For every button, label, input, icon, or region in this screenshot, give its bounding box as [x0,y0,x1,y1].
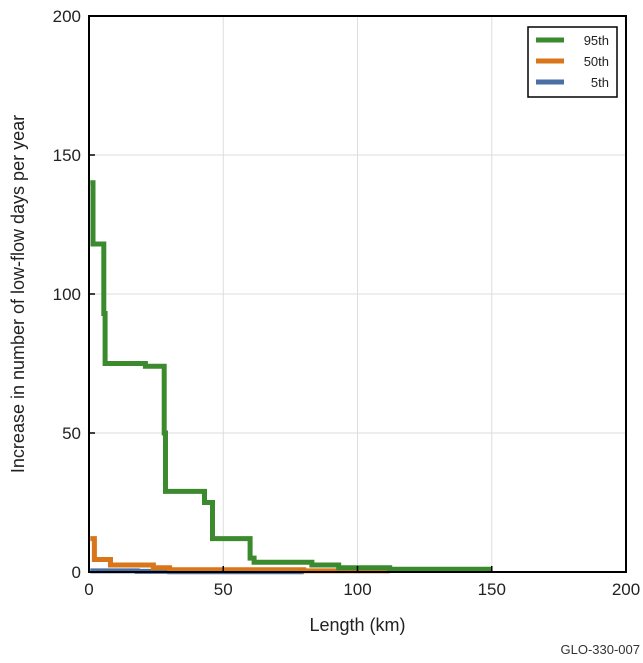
legend-label-95th: 95th [584,33,609,48]
series-line-50th [90,536,390,574]
series-layer [90,180,492,575]
x-tick-label: 200 [612,580,640,599]
series-line-95th [90,180,492,572]
y-tick-label: 100 [53,285,81,304]
legend: 95th 50th 5th [527,26,618,98]
figure-id: GLO-330-007 [561,642,641,657]
x-axis-label: Length (km) [309,615,405,635]
y-tick-label: 50 [62,424,81,443]
y-axis-label: Increase in number of low-flow days per … [8,115,28,473]
x-tick-label: 100 [343,580,371,599]
y-tick-label: 0 [72,563,81,582]
x-tick-label: 0 [84,580,93,599]
ticks: 0 50 100 150 200 0 50 100 150 200 [53,7,641,599]
y-tick-label: 200 [53,7,81,26]
y-tick-label: 150 [53,146,81,165]
legend-label-5th: 5th [591,75,609,90]
legend-label-50th: 50th [584,54,609,69]
x-tick-label: 50 [214,580,233,599]
x-tick-label: 150 [478,580,506,599]
grid [88,15,627,573]
